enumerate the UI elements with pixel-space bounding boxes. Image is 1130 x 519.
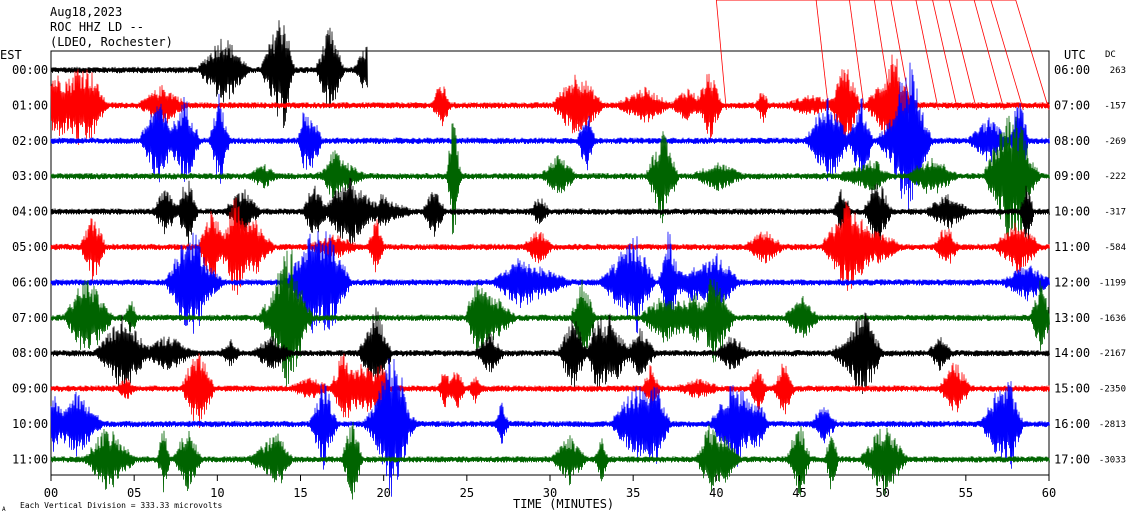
utc-hour-label: 09:00 (1054, 169, 1090, 183)
dc-offset-label: 263 (1110, 66, 1126, 76)
utc-hour-label: 15:00 (1054, 382, 1090, 396)
seismic-trace-row (50, 115, 1050, 241)
x-axis-label: TIME (MINUTES) (513, 497, 614, 511)
seismic-trace-row (50, 177, 1050, 247)
x-tick-label: 00 (44, 486, 58, 500)
x-tick-label: 15 (293, 486, 307, 500)
seismic-trace-row (50, 230, 1050, 334)
x-tick-label: 30 (543, 486, 557, 500)
event-marker-line (715, 0, 727, 111)
seismic-trace-row (50, 307, 1050, 395)
seismic-trace-row (50, 54, 1050, 166)
event-marker-line (973, 0, 1005, 111)
dc-offset-label: -269 (1104, 137, 1126, 147)
x-tick-label: 60 (1042, 486, 1056, 500)
seismic-trace-row (50, 62, 1050, 211)
est-hour-label: 08:00 (12, 346, 48, 360)
x-tick-label: 35 (626, 486, 640, 500)
dc-offset-label: -317 (1104, 208, 1126, 218)
utc-hour-label: 14:00 (1054, 346, 1090, 360)
dc-offset-label: -2350 (1099, 385, 1126, 395)
header-station: ROC HHZ LD -- (50, 20, 144, 34)
utc-hour-label: 11:00 (1054, 240, 1090, 254)
utc-hour-label: 06:00 (1054, 63, 1090, 77)
x-tick-label: 40 (709, 486, 723, 500)
event-marker-line (815, 0, 830, 111)
row-label-group: 00:00 06:00 263 01:00 07:00 -157 02:00 08:00 -26… (12, 63, 1126, 466)
dc-offset-label: -2813 (1099, 420, 1126, 430)
est-hour-label: 09:00 (12, 382, 48, 396)
dc-offset-label: -584 (1104, 243, 1126, 253)
seismic-trace-row (50, 250, 1050, 387)
footer-mark: A (2, 506, 6, 513)
dc-column-label: DC (1105, 50, 1116, 60)
x-tick-group: 00 05 10 15 20 25 30 35 40 45 50 55 60 (44, 475, 1056, 500)
seismic-trace-row (50, 20, 368, 129)
header-date: Aug18,2023 (50, 5, 122, 19)
seismic-trace-row (50, 421, 1050, 500)
est-hour-label: 03:00 (12, 169, 48, 183)
x-tick-label: 05 (127, 486, 141, 500)
event-marker-line (948, 0, 978, 111)
x-tick-label: 45 (792, 486, 806, 500)
est-hour-label: 06:00 (12, 275, 48, 289)
dc-offset-label: -3033 (1099, 455, 1126, 465)
est-hour-label: 05:00 (12, 240, 48, 254)
vertical-division-note: Each Vertical Division = 333.33 microvol… (20, 501, 222, 510)
trace-group (50, 20, 1050, 500)
dc-offset-label: -1636 (1099, 314, 1126, 324)
dc-offset-label: -1199 (1099, 278, 1126, 288)
utc-hour-label: 17:00 (1054, 452, 1090, 466)
est-axis-label: EST (0, 48, 22, 62)
utc-hour-label: 08:00 (1054, 134, 1090, 148)
est-hour-label: 07:00 (12, 311, 48, 325)
seismic-trace-row (50, 353, 1050, 429)
x-tick-label: 50 (875, 486, 889, 500)
utc-hour-label: 07:00 (1054, 98, 1090, 112)
dc-offset-label: -2167 (1099, 349, 1126, 359)
utc-hour-label: 16:00 (1054, 417, 1090, 431)
est-hour-label: 10:00 (12, 417, 48, 431)
x-tick-label: 10 (210, 486, 224, 500)
dc-offset-label: -157 (1104, 101, 1126, 111)
dc-offset-label: -222 (1104, 172, 1126, 182)
event-marker-line (932, 0, 958, 111)
est-hour-label: 00:00 (12, 63, 48, 77)
utc-hour-label: 13:00 (1054, 311, 1090, 325)
seismic-trace-row (50, 358, 1050, 497)
est-hour-label: 11:00 (12, 452, 48, 466)
event-marker-line (890, 0, 912, 111)
utc-axis-label: UTC (1064, 48, 1086, 62)
est-hour-label: 02:00 (12, 134, 48, 148)
event-marker-line (1015, 0, 1050, 111)
event-marker-line (849, 0, 865, 111)
utc-hour-label: 12:00 (1054, 275, 1090, 289)
event-marker-line (915, 0, 939, 111)
x-tick-label: 20 (376, 486, 390, 500)
event-marker-line (990, 0, 1024, 111)
est-hour-label: 04:00 (12, 205, 48, 219)
seismic-trace-row (50, 197, 1050, 295)
utc-hour-label: 10:00 (1054, 205, 1090, 219)
x-tick-label: 55 (959, 486, 973, 500)
x-tick-label: 25 (460, 486, 474, 500)
header-location: (LDEO, Rochester) (50, 35, 173, 49)
est-hour-label: 01:00 (12, 98, 48, 112)
